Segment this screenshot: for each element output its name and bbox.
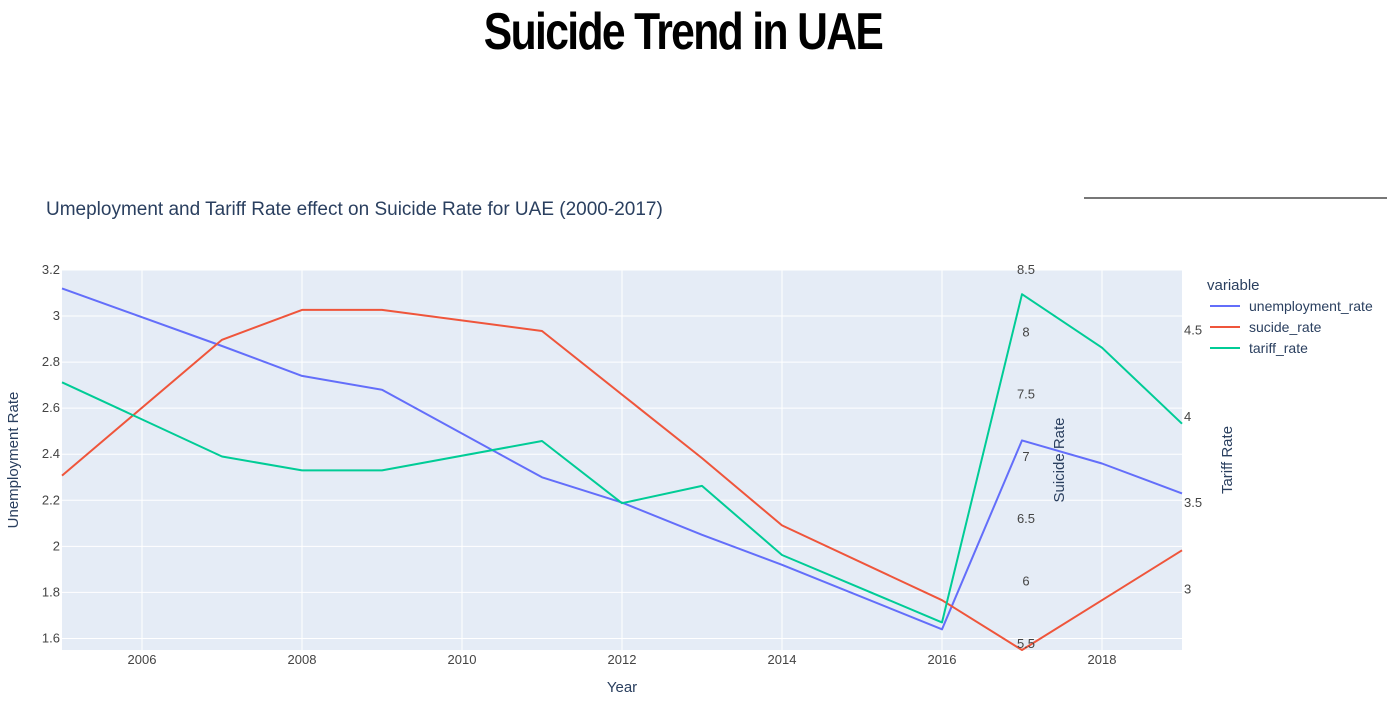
x-tick-label: 2016	[928, 652, 957, 667]
y-tick-label: 2.6	[42, 400, 60, 415]
legend: variable unemployment_rate sucide_ratetar…	[1207, 277, 1373, 356]
y2-axis-title: Suicide Rate	[1051, 417, 1068, 502]
y3-tick-label: 4.5	[1184, 322, 1202, 337]
x-tick-label: 2006	[128, 652, 157, 667]
y2-tick-label: 7.5	[1017, 387, 1035, 402]
x-tick-label: 2018	[1088, 652, 1117, 667]
series-line-sucide_rate	[61, 308, 1183, 651]
y3-tick-label: 3	[1184, 582, 1191, 597]
legend-label-sucide_rate: sucide_rate	[1249, 319, 1322, 335]
x-tick-label: 2014	[768, 652, 797, 667]
y-tick-label: 2.2	[42, 492, 60, 507]
y3-tick-label: 4	[1184, 409, 1191, 424]
grid-lines	[62, 269, 1182, 650]
y-axis-title: Unemployment Rate	[5, 392, 22, 529]
x-tick-label: 2008	[288, 652, 317, 667]
y-tick-label: 2.8	[42, 354, 60, 369]
y2-tick-label: 6	[1022, 573, 1029, 588]
y3-axis-title: Tariff Rate	[1219, 426, 1236, 494]
legend-label-tariff_rate: tariff_rate	[1249, 340, 1308, 356]
y2-tick-label: 7	[1022, 449, 1029, 464]
y2-tick-label: 6.5	[1017, 511, 1035, 526]
series-line-unemployment_rate	[61, 287, 1183, 631]
y2-tick-label: 5.5	[1017, 636, 1035, 651]
y-tick-label: 2.4	[42, 446, 60, 461]
y3-tick-label: 3.5	[1184, 495, 1202, 510]
divider	[1084, 197, 1387, 199]
x-tick-label: 2012	[608, 652, 637, 667]
y-tick-label: 2	[53, 538, 60, 553]
legend-label-unemployment_rate: unemployment_rate	[1249, 298, 1373, 314]
axis-ticks: 2006 2008 2010 2012 2014 2016 2018 1.6 1.8 2 2.2 2.…	[42, 262, 1202, 667]
y-tick-label: 1.8	[42, 584, 60, 599]
chart-title: Umeployment and Tariff Rate effect on Su…	[46, 199, 663, 220]
x-tick-label: 2010	[448, 652, 477, 667]
y-tick-label: 1.6	[42, 630, 60, 645]
series-line-tariff_rate	[61, 293, 1183, 624]
x-axis-title: Year	[607, 679, 637, 696]
series-lines	[61, 287, 1183, 651]
y-tick-label: 3.2	[42, 262, 60, 277]
y-tick-label: 3	[53, 308, 60, 323]
legend-title: variable	[1207, 277, 1260, 294]
y2-tick-label: 8	[1022, 324, 1029, 339]
page-title: Suicide Trend in UAE	[483, 3, 884, 61]
y2-tick-label: 8.5	[1017, 262, 1035, 277]
